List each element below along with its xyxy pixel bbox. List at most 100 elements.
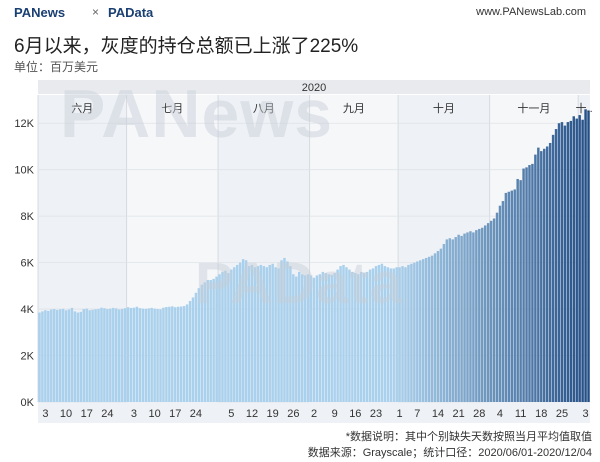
x-tick-strip: [38, 403, 590, 423]
bar: [404, 267, 407, 402]
bar: [584, 109, 587, 403]
month-band: [489, 95, 579, 403]
bar: [153, 308, 156, 402]
bar: [312, 277, 316, 402]
bar: [336, 269, 339, 402]
bar: [271, 263, 274, 402]
bar: [233, 267, 236, 402]
bar: [215, 276, 218, 402]
x-tick-label: 25: [556, 408, 568, 420]
x-tick-label: 9: [332, 408, 338, 420]
bar: [209, 280, 212, 402]
axis-labels: 2020 六月 七月 八月 九月 十月 十一月 十.. 0K 2K 4K 6K 8K 10K 12K 3 10 1…: [14, 82, 592, 420]
x-tick-label: 1: [397, 408, 403, 420]
bar: [191, 297, 195, 402]
bar: [478, 228, 481, 402]
bar: [560, 122, 564, 403]
y-tick-label: 6K: [21, 258, 35, 270]
bar: [557, 123, 561, 402]
y-tick-label: 8K: [21, 211, 35, 223]
bar: [345, 267, 348, 402]
bar: [168, 306, 171, 402]
bar: [481, 227, 484, 402]
y-tick-label: 10K: [14, 165, 34, 177]
bar: [185, 304, 189, 402]
x-tick-label: 23: [370, 408, 382, 420]
brand-separator: ×: [92, 5, 100, 19]
bar: [100, 307, 103, 402]
bar: [466, 232, 469, 402]
bar: [286, 261, 289, 402]
month-band: [309, 95, 399, 403]
bar: [262, 266, 266, 402]
month-band: [578, 95, 590, 403]
x-tick-label: 21: [453, 408, 465, 420]
bar: [135, 306, 139, 402]
bar: [171, 306, 174, 402]
bar: [551, 134, 555, 402]
bar: [348, 269, 351, 402]
bar: [377, 264, 381, 402]
bar: [475, 230, 478, 402]
bar: [50, 309, 53, 402]
bar: [433, 253, 437, 402]
bar: [327, 274, 330, 402]
bar: [241, 259, 245, 402]
bar: [498, 205, 502, 402]
bar: [109, 308, 112, 402]
bar: [421, 259, 425, 402]
unit-label: 单位：百万美元: [14, 60, 99, 74]
x-tick-label: 24: [101, 408, 113, 420]
bar: [277, 268, 280, 402]
y-tick-label: 4K: [21, 304, 35, 316]
bar: [516, 178, 519, 402]
bar: [513, 189, 516, 402]
bar: [247, 266, 251, 402]
month-label: 九月: [343, 102, 365, 115]
bar: [454, 237, 457, 402]
bar: [174, 307, 177, 402]
bar: [295, 276, 298, 402]
bar: [200, 284, 204, 402]
month-band: [38, 95, 127, 403]
bar: [543, 148, 546, 402]
bar: [97, 308, 100, 402]
bar: [82, 309, 85, 402]
bar: [306, 274, 310, 402]
bar: [79, 311, 83, 402]
bar: [386, 267, 390, 402]
x-tick-label: 3: [131, 408, 137, 420]
x-tick-label: 17: [81, 408, 93, 420]
bar: [73, 311, 77, 402]
month-label: 十一月: [517, 101, 550, 115]
bar: [230, 269, 233, 402]
x-tick-label: 3: [583, 408, 589, 420]
bar: [504, 192, 508, 402]
bar: [581, 119, 584, 402]
bar: [53, 309, 56, 402]
x-tick-label: 24: [190, 408, 202, 420]
bar: [333, 273, 336, 402]
year-band: [38, 80, 590, 94]
bar: [117, 309, 121, 402]
bar: [407, 264, 410, 402]
bar: [492, 218, 496, 402]
bar: [85, 308, 88, 402]
bar: [156, 309, 159, 402]
bar: [451, 239, 454, 402]
bar: [392, 268, 395, 402]
bar: [188, 300, 192, 402]
bar: [540, 151, 543, 402]
bar: [268, 264, 271, 402]
x-tick-label: 7: [414, 408, 420, 420]
bar: [176, 306, 180, 402]
bar: [554, 129, 558, 403]
bar: [419, 260, 422, 402]
bar: [383, 266, 387, 402]
bar: [531, 163, 534, 402]
bar: [463, 233, 466, 402]
bar: [330, 274, 333, 402]
bar: [510, 190, 514, 402]
x-tick-label: 19: [267, 408, 279, 420]
